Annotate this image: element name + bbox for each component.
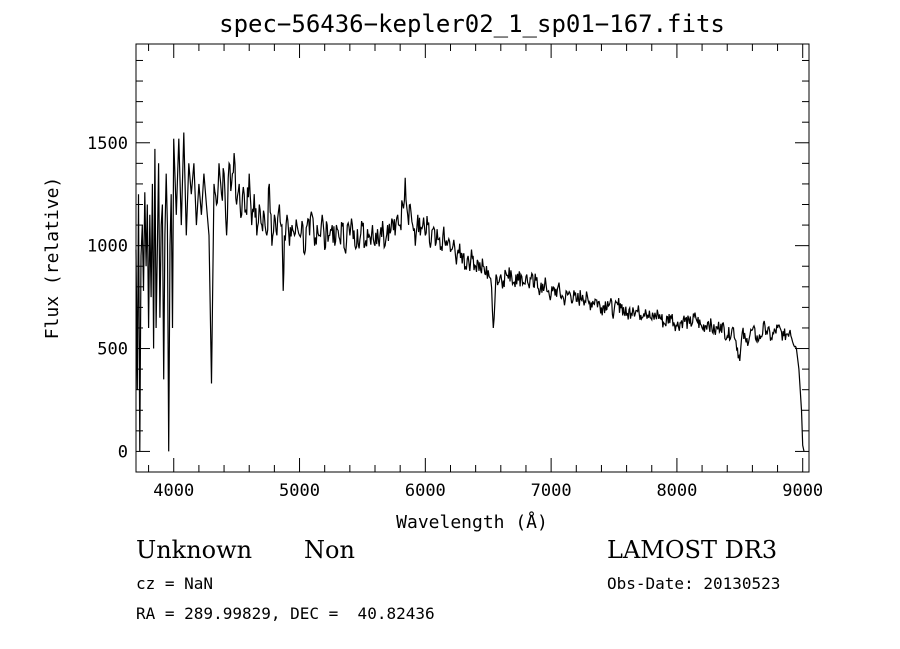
object-class-label: Unknown bbox=[136, 536, 253, 564]
coords-label: RA = 289.99829, DEC = 40.82436 bbox=[136, 604, 435, 623]
axis-tick-labels: 4000 5000 6000 7000 8000 9000 0 500 1000 1500 bbox=[87, 134, 823, 501]
x-axis-label: Wavelength (Å) bbox=[396, 511, 548, 533]
spectrum-series-line bbox=[135, 132, 805, 452]
cz-label: cz = NaN bbox=[136, 574, 214, 593]
y-tick-label: 0 bbox=[118, 442, 128, 462]
x-tick-label: 4000 bbox=[153, 481, 194, 501]
obs-date-label: Obs-Date: 20130523 bbox=[607, 574, 781, 593]
x-tick-label: 6000 bbox=[405, 481, 446, 501]
y-tick-label: 1000 bbox=[87, 237, 128, 257]
object-subclass-label: Non bbox=[304, 536, 355, 564]
x-tick-label: 9000 bbox=[782, 481, 823, 501]
y-axis-label: Flux (relative) bbox=[42, 177, 63, 340]
x-tick-label: 5000 bbox=[279, 481, 320, 501]
x-tick-label: 7000 bbox=[531, 481, 572, 501]
y-tick-label: 1500 bbox=[87, 134, 128, 154]
y-tick-label: 500 bbox=[97, 340, 128, 360]
x-tick-label: 8000 bbox=[656, 481, 697, 501]
chart-title: spec−56436−kepler02_1_sp01−167.fits bbox=[219, 10, 725, 38]
survey-label: LAMOST DR3 bbox=[607, 536, 778, 564]
